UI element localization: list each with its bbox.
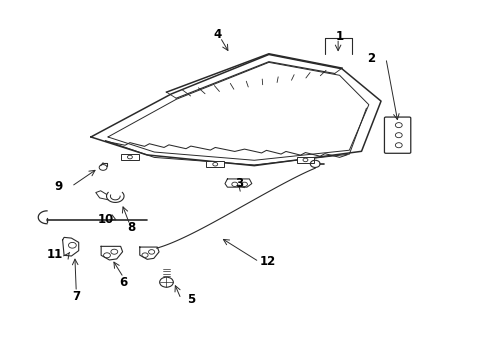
Text: 9: 9 xyxy=(54,180,62,193)
Text: 2: 2 xyxy=(366,51,375,64)
Text: 1: 1 xyxy=(335,30,343,43)
Text: 4: 4 xyxy=(213,28,222,41)
Bar xyxy=(296,157,314,163)
FancyBboxPatch shape xyxy=(384,117,410,153)
Text: 11: 11 xyxy=(46,248,62,261)
Bar xyxy=(121,154,139,160)
Text: 3: 3 xyxy=(235,177,243,190)
Text: 5: 5 xyxy=(186,293,195,306)
Text: 10: 10 xyxy=(97,213,113,226)
Text: 6: 6 xyxy=(119,276,127,289)
Text: 12: 12 xyxy=(259,255,275,268)
Bar xyxy=(206,161,224,167)
Text: 8: 8 xyxy=(127,221,135,234)
Text: 7: 7 xyxy=(72,290,80,303)
